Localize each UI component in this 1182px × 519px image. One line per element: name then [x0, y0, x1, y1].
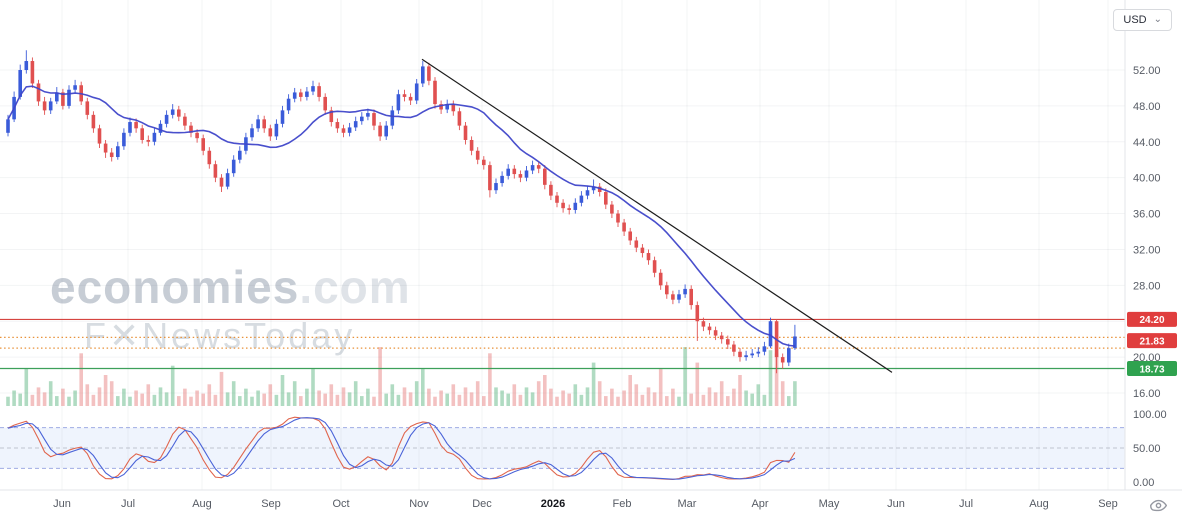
- month-label: Aug: [192, 498, 212, 510]
- grid: [0, 0, 1125, 490]
- month-label: Nov: [409, 498, 429, 510]
- price-axis-label: 16.00: [1133, 388, 1161, 400]
- currency-selector[interactable]: USD ⌄: [1113, 9, 1172, 31]
- price-badge-label: 24.20: [1139, 315, 1164, 326]
- time-axis: Jun Jul Aug Sep Oct Nov Dec 2026 Feb Mar Apr May Jun…: [53, 498, 1118, 510]
- candlestick-series: [6, 50, 797, 374]
- month-label: Aug: [1029, 498, 1049, 510]
- price-axis-label: 44.00: [1133, 137, 1161, 149]
- month-label: May: [819, 498, 840, 510]
- oscillator-band: [0, 427, 1125, 469]
- price-axis-label: 48.00: [1133, 101, 1161, 113]
- month-label: 2026: [541, 498, 565, 510]
- month-label: Feb: [613, 498, 632, 510]
- month-label: Sep: [1098, 498, 1118, 510]
- price-axis-label: 52.00: [1133, 65, 1161, 77]
- price-axis-label: 40.00: [1133, 173, 1161, 185]
- month-label: Apr: [751, 498, 768, 510]
- visibility-eye-button[interactable]: [1146, 493, 1170, 517]
- price-axis-label: 32.00: [1133, 244, 1161, 256]
- month-label: Jun: [887, 498, 905, 510]
- month-label: Jul: [121, 498, 135, 510]
- currency-label: USD: [1123, 14, 1147, 26]
- price-levels: [0, 318, 1125, 370]
- price-axis-label: 28.00: [1133, 280, 1161, 292]
- month-label: Jun: [53, 498, 71, 510]
- ma-line: [7, 85, 795, 347]
- oscillator-axis-label: 100.00: [1133, 409, 1167, 421]
- month-label: Sep: [261, 498, 281, 510]
- price-badge: [1127, 333, 1177, 349]
- oscillator-axis-label: 0.00: [1133, 477, 1154, 489]
- eye-icon: [1149, 499, 1167, 511]
- price-axis: 52.0048.0044.0040.0036.0032.0028.0020.00…: [1127, 65, 1177, 489]
- price-axis-label: 36.00: [1133, 209, 1161, 221]
- month-label: Oct: [332, 498, 349, 510]
- price-badge-label: 18.73: [1139, 364, 1164, 375]
- chevron-down-icon: ⌄: [1153, 14, 1162, 25]
- price-badge: [1127, 360, 1177, 376]
- volume-series: [6, 347, 797, 406]
- month-label: Mar: [678, 498, 697, 510]
- month-label: Jul: [959, 498, 973, 510]
- trendline[interactable]: [421, 58, 893, 373]
- price-badge-label: 21.83: [1139, 336, 1164, 347]
- stochastic-d-line: [7, 417, 796, 480]
- oscillator-axis-label: 50.00: [1133, 443, 1161, 455]
- month-label: Dec: [472, 498, 492, 510]
- price-badge: [1127, 311, 1177, 327]
